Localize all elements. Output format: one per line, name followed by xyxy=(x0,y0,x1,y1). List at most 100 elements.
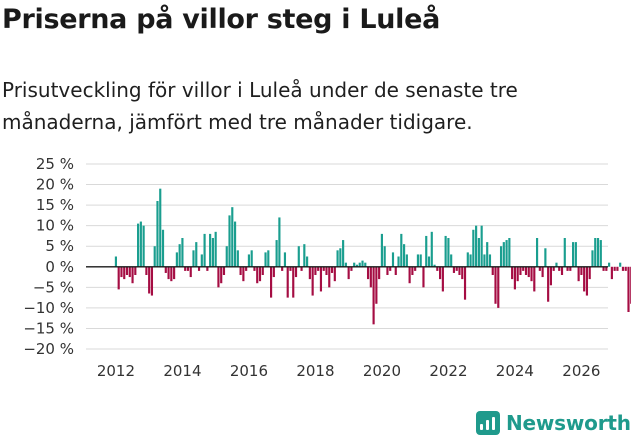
bar xyxy=(173,266,176,280)
bar xyxy=(535,238,539,267)
bar xyxy=(513,266,516,290)
bar xyxy=(475,225,478,267)
x-tick-label: 2022 xyxy=(429,362,467,380)
x-tick-label: 2020 xyxy=(363,362,401,380)
bar xyxy=(131,266,134,284)
bar xyxy=(161,229,165,267)
bar xyxy=(178,244,181,267)
bar xyxy=(314,266,317,275)
bar xyxy=(483,254,486,267)
bar xyxy=(156,201,159,267)
bar xyxy=(195,242,198,267)
bar xyxy=(292,266,295,298)
y-tick-label: −15 % xyxy=(23,319,74,337)
bar-chart-icon xyxy=(476,411,500,435)
bar xyxy=(397,256,400,267)
bar xyxy=(372,266,375,325)
bar xyxy=(416,254,420,267)
bar xyxy=(128,266,131,278)
bar xyxy=(480,225,483,267)
bar xyxy=(527,266,530,278)
bar xyxy=(588,266,591,280)
bar xyxy=(153,246,156,267)
bar xyxy=(311,266,314,296)
bar xyxy=(228,215,231,267)
y-tick-label: −10 % xyxy=(23,299,74,317)
bar xyxy=(186,266,190,271)
bar xyxy=(502,242,505,267)
bar xyxy=(225,246,228,267)
bar xyxy=(549,266,552,286)
bar xyxy=(145,266,148,275)
bar xyxy=(250,250,253,267)
bar xyxy=(383,246,386,267)
bar xyxy=(414,266,417,271)
bar xyxy=(322,266,325,271)
bar xyxy=(220,266,223,284)
bar xyxy=(344,262,347,267)
bar xyxy=(405,254,408,267)
bar xyxy=(294,266,298,278)
bar xyxy=(569,266,572,271)
bar xyxy=(281,266,284,271)
bar xyxy=(342,240,345,267)
bar xyxy=(577,266,580,282)
bar xyxy=(394,266,397,275)
bar-chart: −20 % −15 % −10 % −5 % 0 % 5 % 10 % 15 % 20 % 25 … xyxy=(23,155,631,380)
bar xyxy=(411,266,414,275)
bar xyxy=(261,266,264,275)
bar xyxy=(572,242,575,267)
bar xyxy=(444,235,447,267)
bar xyxy=(211,238,214,267)
bar xyxy=(286,266,289,298)
x-tick-label: 2014 xyxy=(163,362,201,380)
x-tick-label: 2018 xyxy=(296,362,334,380)
bar xyxy=(436,266,439,271)
bar xyxy=(117,266,120,290)
bar xyxy=(560,266,564,275)
bar xyxy=(408,266,411,284)
bar xyxy=(231,207,234,267)
bar xyxy=(150,266,154,296)
bar xyxy=(209,233,212,267)
bar xyxy=(602,266,605,271)
bar xyxy=(591,250,594,267)
bar xyxy=(308,266,311,280)
bar xyxy=(580,266,583,275)
bar xyxy=(430,231,433,267)
chart-title: Priserna på villor steg i Luleå xyxy=(2,4,441,35)
bar xyxy=(137,223,140,267)
bar xyxy=(222,266,226,275)
bar xyxy=(369,266,372,288)
bar xyxy=(142,225,145,267)
bar xyxy=(391,252,395,267)
bar xyxy=(583,266,586,292)
bar xyxy=(375,266,378,304)
y-tick-label: −20 % xyxy=(23,340,74,358)
bar xyxy=(170,266,173,282)
bar xyxy=(233,221,237,267)
bar xyxy=(605,266,608,271)
bar xyxy=(297,246,300,267)
bar xyxy=(427,256,431,267)
bar xyxy=(175,252,178,267)
x-tick-label: 2024 xyxy=(496,362,534,380)
bar xyxy=(439,266,442,280)
bar xyxy=(275,240,278,267)
bar xyxy=(283,252,287,267)
bar xyxy=(272,266,275,278)
bar xyxy=(508,238,511,267)
bar xyxy=(236,250,239,267)
bar xyxy=(380,233,383,267)
bar xyxy=(544,248,547,267)
bar xyxy=(361,260,364,267)
bar xyxy=(386,266,389,275)
bar xyxy=(608,262,611,267)
bar xyxy=(306,256,309,267)
bar xyxy=(585,266,589,296)
bar xyxy=(547,266,550,302)
bar xyxy=(339,248,342,267)
bar xyxy=(433,264,436,267)
y-tick-label: 0 % xyxy=(45,258,74,276)
bar xyxy=(242,266,245,282)
